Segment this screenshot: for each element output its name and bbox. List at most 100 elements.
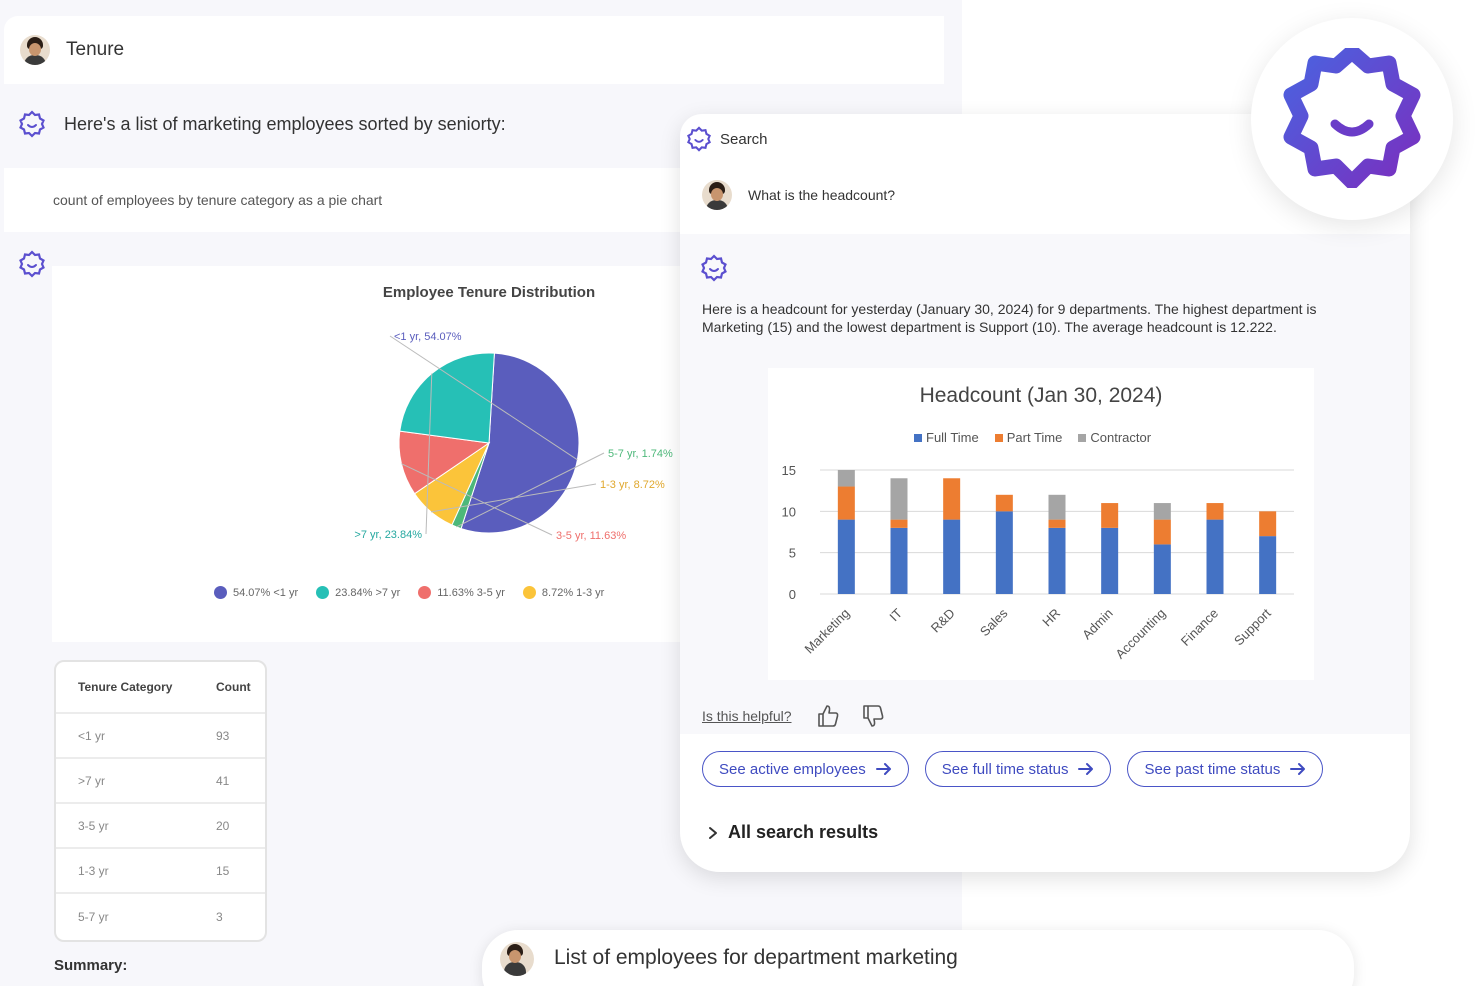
y-tick-label: 10	[782, 504, 796, 519]
bot-badge-icon	[19, 110, 45, 138]
bar-segment	[1206, 519, 1224, 594]
pie-chart-title: Employee Tenure Distribution	[382, 284, 596, 301]
table-row: 1-3 yr 15	[56, 849, 265, 894]
table-cell-category: 5-7 yr	[78, 909, 109, 924]
y-tick-label: 5	[789, 546, 796, 561]
summary-label: Summary:	[54, 957, 128, 974]
legend-label: Full Time	[926, 430, 979, 445]
bar-segment	[837, 470, 855, 487]
x-tick-label: R&D	[928, 606, 958, 636]
see-active-employees-button[interactable]: See active employees	[702, 751, 909, 787]
x-tick-label: Admin	[1079, 606, 1116, 643]
legend-dot	[418, 586, 432, 599]
bar-segment	[837, 486, 855, 520]
table-header-row: Tenure Category Count	[56, 662, 265, 714]
user-avatar	[20, 35, 50, 65]
bar-segment	[890, 527, 908, 594]
button-label: See full time status	[941, 760, 1069, 778]
bar-segment	[1259, 536, 1277, 594]
user-message-text: Tenure	[66, 39, 125, 60]
user-query-row: count of employees by tenure category as…	[4, 168, 684, 232]
table-row: <1 yr 93	[56, 714, 265, 759]
pie-legend-item: 11.63% 3-5 yr	[418, 586, 505, 599]
button-label: See active employees	[719, 760, 866, 778]
bar-segment	[1206, 503, 1224, 520]
pie-callout-line	[401, 463, 553, 536]
legend-label: 23.84% >7 yr	[335, 586, 401, 599]
pie-slice-label: 1-3 yr, 8.72%	[600, 479, 665, 491]
table-cell-count: 20	[216, 818, 230, 833]
all-search-results-toggle[interactable]: All search results	[708, 822, 878, 843]
legend-label: Contractor	[1090, 430, 1152, 445]
pie-slice	[399, 352, 495, 444]
legend-label: 11.63% 3-5 yr	[437, 586, 505, 599]
bar-segment	[890, 478, 908, 520]
pie-callout-line	[456, 452, 605, 528]
legend-dot	[214, 586, 227, 599]
user-query-text: count of employees by tenure category as…	[53, 192, 383, 208]
table-cell-category: 3-5 yr	[78, 818, 109, 833]
bar-segment	[890, 519, 908, 528]
see-past-time-status-button[interactable]: See past time status	[1127, 751, 1324, 787]
bottom-message-bar: List of employees for department marketi…	[482, 930, 1354, 986]
table-cell-category: >7 yr	[78, 773, 106, 788]
chart-title: Headcount (Jan 30, 2024)	[919, 384, 1163, 407]
bot-intro-row: Here's a list of marketing employees sor…	[4, 100, 684, 148]
arrow-right-icon	[1078, 763, 1094, 775]
user-avatar	[702, 180, 732, 210]
table-cell-count: 41	[216, 773, 230, 788]
bot-badge-icon	[687, 126, 711, 152]
thumbs-up-icon[interactable]	[815, 703, 841, 729]
table-cell-category: 1-3 yr	[78, 863, 109, 878]
pie-slice-label: >7 yr, 23.84%	[354, 529, 422, 541]
tenure-table: Tenure Category Count <1 yr 93 >7 yr 41 3-…	[54, 660, 267, 942]
table-cell-count: 3	[216, 909, 223, 924]
table-row: >7 yr 41	[56, 759, 265, 804]
bar-segment	[1101, 503, 1119, 528]
button-label: See past time status	[1144, 760, 1281, 778]
brand-logo	[1251, 18, 1453, 220]
search-header: Search	[686, 126, 768, 152]
x-tick-label: IT	[886, 605, 905, 624]
bottom-message-text: List of employees for department marketi…	[554, 946, 958, 969]
x-tick-label: Accounting	[1112, 606, 1168, 662]
arrow-right-icon	[1290, 763, 1306, 775]
bar-segment	[995, 511, 1013, 594]
see-full-time-status-button[interactable]: See full time status	[924, 751, 1112, 787]
pie-callout-line	[425, 373, 433, 535]
bar-segment	[1101, 527, 1119, 594]
table-header-category: Tenure Category	[78, 680, 173, 694]
pie-slice-label: <1 yr, 54.07%	[394, 331, 462, 343]
bot-badge-icon	[701, 254, 727, 282]
pie-legend-item: 54.07% <1 yr	[214, 586, 298, 599]
headcount-chart-card: Headcount (Jan 30, 2024) Full Time Part …	[768, 368, 1314, 680]
helpful-link[interactable]: Is this helpful?	[702, 708, 792, 724]
bot-badge-icon	[19, 250, 45, 278]
pie-legend-item: 8.72% 1-3 yr	[522, 586, 604, 599]
response-text: Here is a headcount for yesterday (Janua…	[702, 301, 1317, 335]
bot-intro-text: Here's a list of marketing employees sor…	[64, 113, 506, 134]
table-cell-count: 15	[216, 863, 230, 878]
headcount-bar-chart: 0 5 10 15 Marketing IT R&D Sales HR AdminAccounti…	[782, 463, 1294, 662]
legend-item-contractor: Contractor	[1078, 430, 1151, 445]
x-tick-label: HR	[1039, 606, 1063, 630]
x-tick-label: Support	[1231, 605, 1274, 648]
table-header-count: Count	[216, 680, 251, 694]
bar-segment	[1048, 519, 1066, 528]
table-cell-category: <1 yr	[78, 728, 106, 743]
y-tick-label: 15	[782, 463, 796, 478]
legend-label: 54.07% <1 yr	[233, 586, 299, 599]
legend-swatch	[994, 433, 1003, 442]
thumbs-down-icon[interactable]	[860, 703, 886, 729]
arrow-right-icon	[875, 763, 891, 775]
legend-item-part-time: Part Time	[994, 430, 1062, 445]
bar-segment	[1259, 511, 1277, 537]
bar-segment	[943, 519, 961, 594]
pie-slice-label: 5-7 yr, 1.74%	[608, 448, 673, 460]
user-avatar	[500, 942, 534, 976]
user-question-text: What is the headcount?	[748, 187, 896, 203]
bar-segment	[1153, 519, 1171, 545]
legend-swatch	[914, 433, 922, 442]
action-buttons: See active employees See full time statu…	[702, 751, 1324, 787]
